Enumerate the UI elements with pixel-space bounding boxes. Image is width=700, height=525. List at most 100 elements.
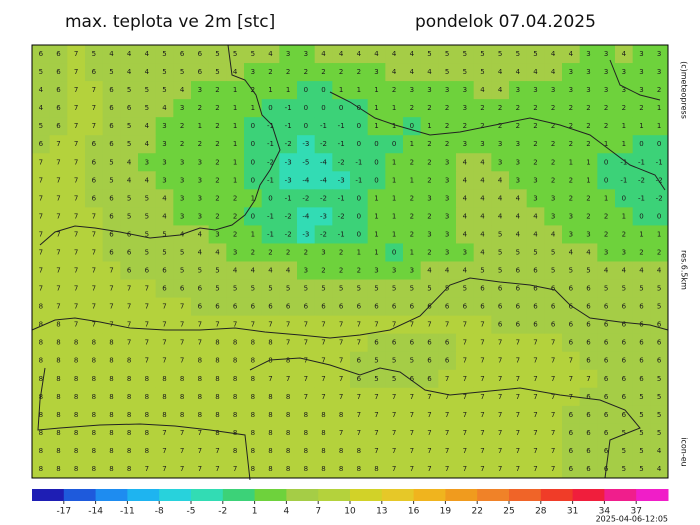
temperature-value: -1 [620, 176, 627, 184]
temperature-cell [85, 405, 104, 425]
temperature-value: 8 [251, 429, 255, 437]
temperature-cell [85, 369, 104, 389]
temperature-value: 8 [74, 339, 78, 347]
temperature-value: 8 [92, 375, 96, 383]
temperature-value: 4 [410, 68, 415, 76]
temperature-cell [32, 387, 51, 407]
temperature-value: 7 [533, 393, 537, 401]
temperature-cell [456, 153, 475, 172]
temperature-cell [138, 369, 157, 389]
temperature-cell [650, 441, 669, 461]
temperature-cell [155, 135, 174, 154]
temperature-value: 8 [357, 447, 361, 455]
temperature-cell [597, 207, 616, 226]
temperature-value: 8 [180, 393, 184, 401]
temperature-value: 8 [251, 393, 255, 401]
temperature-value: 4 [145, 122, 150, 130]
temperature-value: 4 [480, 176, 485, 184]
temperature-cell [350, 423, 369, 443]
temperature-cell [102, 243, 121, 262]
temperature-cell [85, 99, 104, 118]
temperature-value: 3 [180, 194, 184, 202]
temperature-cell [438, 369, 457, 389]
temperature-value: 4 [622, 267, 627, 275]
temperature-value: 5 [480, 50, 484, 58]
temperature-value: 1 [286, 86, 290, 94]
temperature-cell [438, 99, 457, 118]
temperature-cell [226, 171, 245, 190]
temperature-value: 7 [39, 212, 43, 220]
temperature-cell [173, 351, 192, 371]
temperature-value: 5 [339, 285, 343, 293]
temperature-cell [579, 279, 598, 299]
temperature-value: 6 [533, 267, 538, 275]
temperature-value: 5 [374, 375, 378, 383]
temperature-value: 7 [339, 357, 343, 365]
temperature-cell [367, 45, 386, 64]
temperature-value: 2 [304, 248, 308, 256]
temperature-cell [473, 459, 492, 479]
temperature-cell [279, 243, 298, 262]
temperature-value: 4 [657, 465, 662, 473]
temperature-value: 6 [56, 86, 61, 94]
temperature-cell [297, 171, 316, 190]
temperature-value: 2 [480, 122, 484, 130]
temperature-value: 6 [604, 447, 609, 455]
temperature-value: 7 [198, 429, 202, 437]
temperature-cell [632, 63, 651, 82]
temperature-value: 4 [127, 158, 132, 166]
temperature-value: 8 [357, 465, 361, 473]
temperature-cell [579, 423, 598, 443]
temperature-cell [120, 441, 139, 461]
temperature-value: 7 [339, 339, 343, 347]
temperature-cell [632, 297, 651, 317]
temperature-value: 5 [392, 357, 396, 365]
colorbar-tick-label: 22 [471, 507, 482, 517]
colorbar-segment [318, 489, 351, 501]
temperature-cell [403, 63, 422, 82]
temperature-cell [155, 171, 174, 190]
temperature-cell [297, 405, 316, 425]
temperature-value: 1 [410, 176, 414, 184]
temperature-value: 2 [427, 140, 431, 148]
temperature-cell [314, 171, 333, 190]
temperature-value: 4 [463, 230, 468, 238]
temperature-value: 5 [551, 248, 555, 256]
temperature-value: 6 [463, 303, 468, 311]
temperature-value: 7 [127, 285, 131, 293]
temperature-value: 4 [286, 267, 291, 275]
temperature-cell [191, 261, 210, 281]
temperature-value: -3 [302, 230, 309, 238]
temperature-cell [32, 99, 51, 118]
temperature-value: 7 [74, 230, 78, 238]
temperature-value: 6 [109, 194, 114, 202]
temperature-cell [85, 63, 104, 82]
temperature-value: 7 [198, 447, 202, 455]
temperature-value: 3 [516, 86, 520, 94]
temperature-cell [85, 153, 104, 172]
temperature-value: 7 [162, 429, 166, 437]
temperature-cell [579, 117, 598, 136]
temperature-cell [244, 387, 263, 407]
temperature-value: 4 [445, 267, 450, 275]
temperature-value: 6 [622, 321, 627, 329]
temperature-value: 6 [639, 303, 644, 311]
temperature-value: 1 [374, 86, 378, 94]
temperature-value: 4 [463, 212, 468, 220]
temperature-cell [509, 423, 528, 443]
temperature-value: 6 [622, 339, 627, 347]
temperature-value: 6 [586, 429, 591, 437]
temperature-cell [261, 387, 280, 407]
temperature-cell [138, 135, 157, 154]
temperature-value: 4 [622, 50, 627, 58]
temperature-cell [138, 387, 157, 407]
temperature-value: 8 [215, 339, 219, 347]
temperature-cell [367, 423, 386, 443]
colorbar-segment [286, 489, 319, 501]
temperature-cell [650, 99, 669, 118]
temperature-cell [85, 351, 104, 371]
temperature-cell [138, 63, 157, 82]
temperature-cell [650, 423, 669, 443]
temperature-cell [615, 99, 634, 118]
temperature-value: 2 [233, 212, 237, 220]
